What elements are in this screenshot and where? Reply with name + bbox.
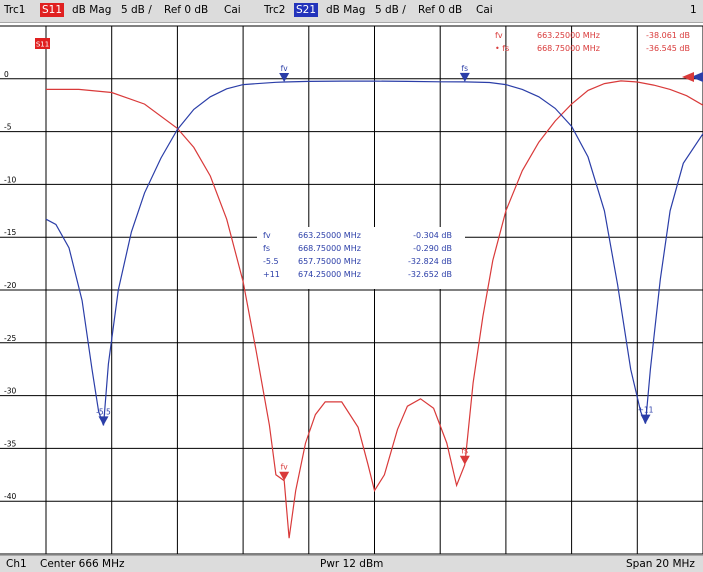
chart-grid [0,25,703,555]
y-tick-label: -30 [4,387,16,396]
marker-s11-triangle [279,471,290,481]
marker-table-freq: 668.75000 MHz [298,244,361,253]
trc2-label[interactable]: Trc2 [264,4,286,16]
trc1-scale[interactable]: 5 dB / [121,4,152,16]
y-tick-labels: 0 -5 -10 -15 -20 -25 -30 -35 -40 [4,70,16,501]
s11-marker-table: fv 663.25000 MHz -38.061 dB • fs 668.75000 M… [495,31,690,53]
marker-table-name: fs [263,244,270,253]
marker-table-name: -5.5 [263,257,279,266]
trc1-ref[interactable]: Ref 0 dB [164,4,209,16]
marker-table-value: -32.652 dB [408,270,452,279]
chart-plot-area[interactable]: 0 -5 -10 -15 -20 -25 -30 -35 -40 fv fs -5.5 +11 fv fs… [0,22,703,555]
trc2-ref[interactable]: Ref 0 dB [418,4,463,16]
frequency-span[interactable]: Span 20 MHz [626,558,695,570]
marker-s11-label: fv [281,463,289,472]
y-tick-label: -20 [4,281,16,290]
s11-trace-box-bg [35,38,50,49]
marker-table-name: fv [495,31,503,40]
trace-layer [45,80,703,539]
s21-marker-table-bg [257,227,465,289]
marker-s11-triangle [459,455,470,465]
s21-reference-level-arrow [691,72,703,82]
marker-table-value: -36.545 dB [646,44,690,53]
marker-table-value: -0.290 dB [413,244,452,253]
trc1-param-tag[interactable]: S11 [40,3,65,17]
trc2-param-tag[interactable]: S21 [294,3,319,17]
s11-reference-level-arrow [682,72,694,82]
trace-s11-line [46,80,703,539]
marker-table-freq: 663.25000 MHz [537,31,600,40]
trc1-format[interactable]: dB Mag [72,4,112,16]
s11-trace-box[interactable]: S11 [35,38,50,49]
window-number: 1 [690,4,697,16]
s11-trace-box-label: S11 [36,41,49,49]
y-tick-label: -35 [4,439,16,448]
marker-layer: fv fs -5.5 +11 fv fs [96,64,703,481]
s21-marker-table: fv 663.25000 MHz -0.304 dB fs 668.75000 MHz -… [257,227,465,289]
y-tick-label: -25 [4,334,16,343]
marker-table-value: -38.061 dB [646,31,690,40]
marker-s21-triangle [640,414,651,424]
trc1-label[interactable]: Trc1 [4,4,26,16]
y-tick-label: -40 [4,492,16,501]
marker-table-freq: 668.75000 MHz [537,44,600,53]
marker-table-name: +11 [263,270,280,279]
marker-table-value: -32.824 dB [408,257,452,266]
marker-s21-label: +11 [638,406,654,415]
y-tick-label: -10 [4,175,16,184]
marker-table-value: -0.304 dB [413,231,452,240]
marker-s21-triangle [98,416,109,426]
marker-s21-label: fv [281,64,289,73]
trace-s21-line [45,80,703,426]
trc1-cal: Cai [224,4,241,16]
marker-s21-label: fs [462,64,469,73]
y-tick-label: -5 [4,123,12,132]
center-frequency[interactable]: Center 666 MHz [40,558,125,570]
trc2-scale[interactable]: 5 dB / [375,4,406,16]
marker-table-freq: 657.75000 MHz [298,257,361,266]
marker-s21-label: -5.5 [96,407,111,416]
trace-header-bar: Trc1 S11 dB Mag 5 dB / Ref 0 dB Cai Trc2… [0,0,703,23]
marker-s21-triangle [279,73,290,83]
trc2-format[interactable]: dB Mag [326,4,366,16]
channel-footer-bar: Ch1 Center 666 MHz Pwr 12 dBm Span 20 MH… [0,555,703,572]
marker-table-name: fv [263,231,271,240]
marker-table-freq: 663.25000 MHz [298,231,361,240]
marker-table-name: • fs [495,44,509,53]
channel-label[interactable]: Ch1 [6,558,27,570]
source-power[interactable]: Pwr 12 dBm [320,558,384,570]
y-tick-label: 0 [4,70,9,79]
marker-s11-label: fs [462,447,469,456]
marker-s21-triangle [459,72,470,82]
y-tick-label: -15 [4,228,16,237]
marker-table-freq: 674.25000 MHz [298,270,361,279]
trc2-cal: Cai [476,4,493,16]
